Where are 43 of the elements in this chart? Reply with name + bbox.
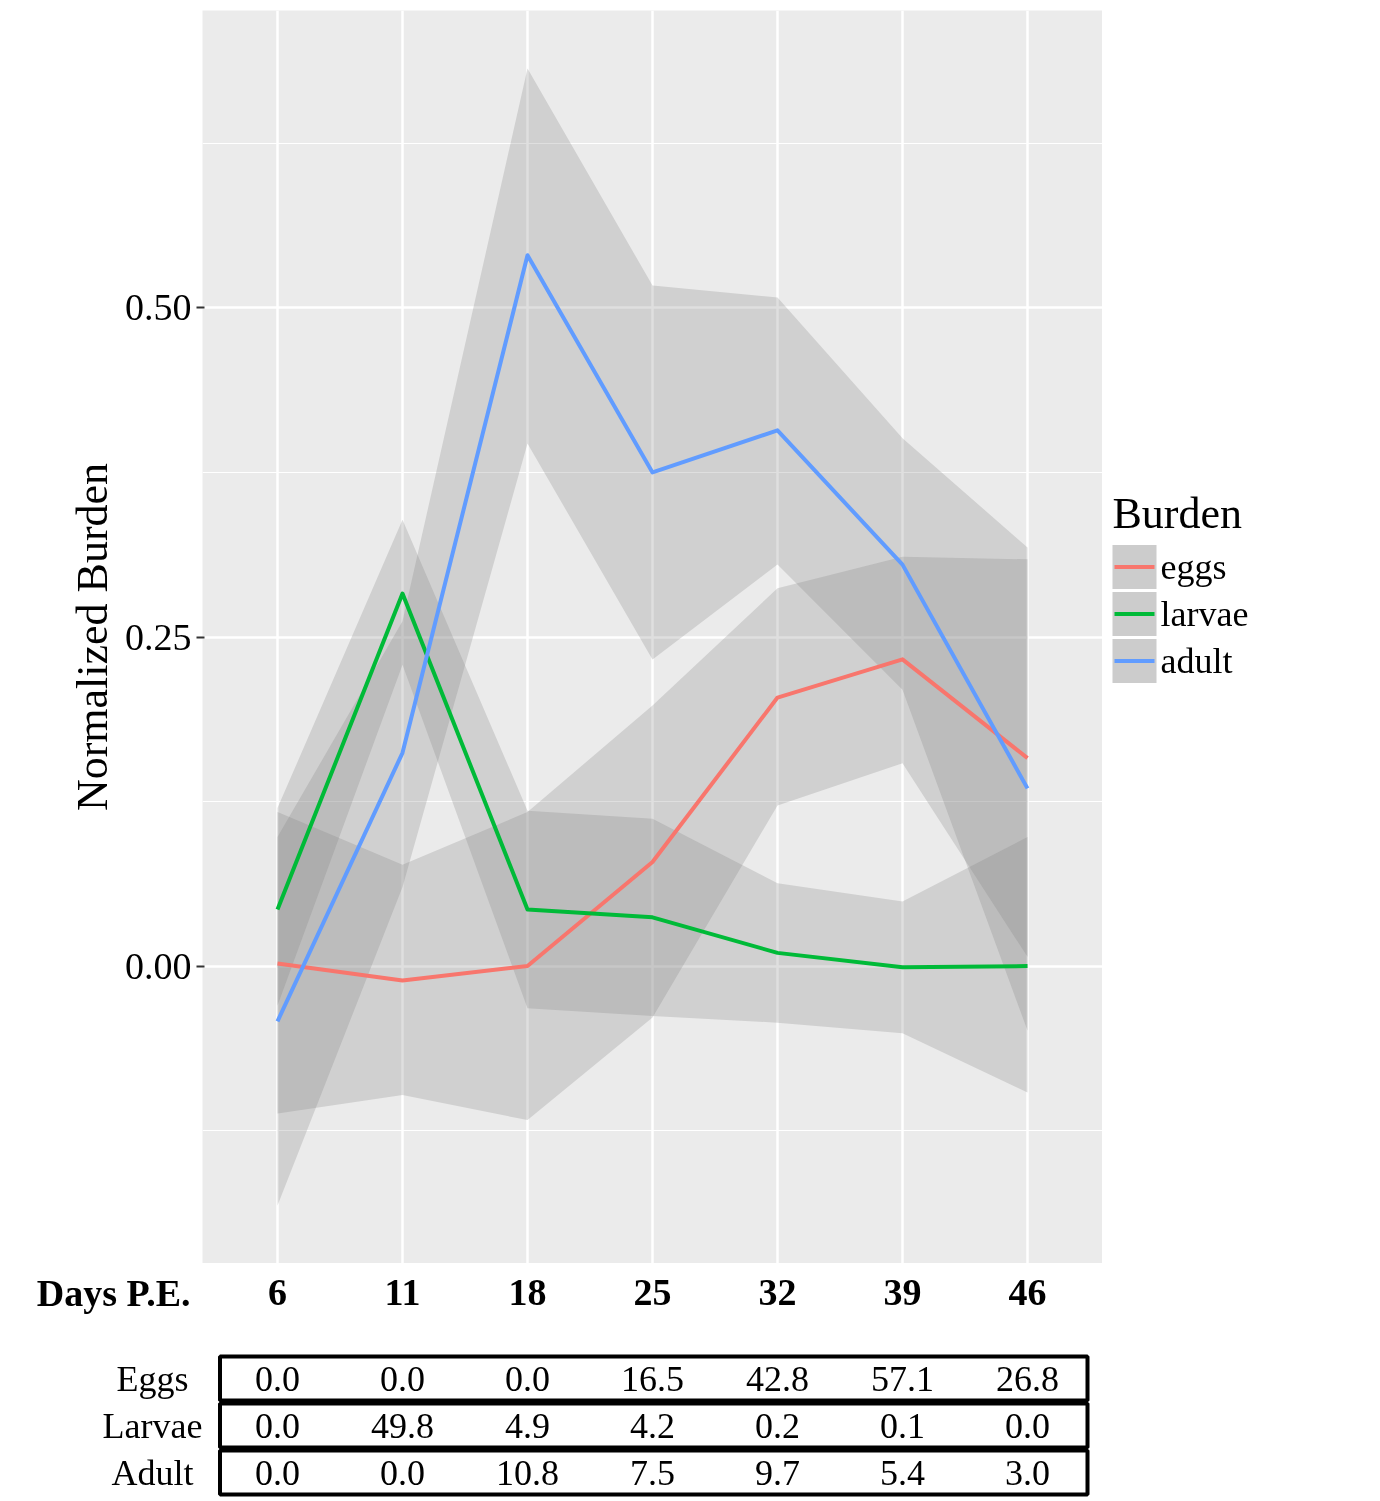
data-label: 49.8 bbox=[371, 1405, 434, 1446]
x-tick-label: 25 bbox=[633, 1271, 672, 1313]
x-tick-label: 39 bbox=[883, 1271, 922, 1313]
x-axis-title: Days P.E. bbox=[36, 1271, 191, 1314]
legend-label: adult bbox=[1160, 641, 1233, 681]
y-axis-title: Normalized Burden bbox=[68, 462, 117, 812]
data-label: 9.7 bbox=[755, 1452, 800, 1493]
data-label: 5.4 bbox=[880, 1452, 925, 1493]
y-tick-label: Larvae bbox=[102, 1405, 203, 1446]
data-label: 0.2 bbox=[755, 1405, 800, 1446]
data-label: 4.9 bbox=[505, 1405, 550, 1446]
data-label: 4.2 bbox=[630, 1405, 675, 1446]
y-tick-label: 0.00 bbox=[125, 944, 192, 987]
data-label: 16.5 bbox=[621, 1358, 684, 1399]
line-series bbox=[275, 591, 1030, 970]
x-tick-label: 46 bbox=[1008, 1271, 1047, 1313]
data-label: 26.8 bbox=[996, 1358, 1059, 1399]
legend-title: Burden bbox=[1112, 488, 1243, 538]
x-tick-label: 32 bbox=[758, 1271, 797, 1313]
y-tick-label: Adult bbox=[111, 1452, 194, 1493]
legend-label: eggs bbox=[1160, 547, 1227, 587]
y-tick-label: Eggs bbox=[116, 1358, 189, 1399]
data-label: 0.0 bbox=[255, 1452, 300, 1493]
y-tick-label: 0.50 bbox=[125, 286, 192, 329]
data-label: 57.1 bbox=[871, 1358, 934, 1399]
data-label: 3.0 bbox=[1005, 1452, 1050, 1493]
data-label: 0.0 bbox=[1005, 1405, 1050, 1446]
data-label: 0.0 bbox=[255, 1358, 300, 1399]
data-label: 0.1 bbox=[880, 1405, 925, 1446]
data-label: 42.8 bbox=[746, 1358, 809, 1399]
legend-label: larvae bbox=[1160, 594, 1249, 634]
x-tick-label: 6 bbox=[268, 1271, 287, 1313]
data-label: 10.8 bbox=[496, 1452, 559, 1493]
data-label: 0.0 bbox=[255, 1405, 300, 1446]
data-label: 0.0 bbox=[380, 1358, 425, 1399]
data-label: 0.0 bbox=[380, 1452, 425, 1493]
line-series bbox=[275, 253, 1030, 1024]
data-label: 0.0 bbox=[505, 1358, 550, 1399]
x-tick-label: 11 bbox=[384, 1271, 421, 1313]
y-tick-label: 0.25 bbox=[125, 615, 192, 658]
data-label: 7.5 bbox=[630, 1452, 675, 1493]
line-series bbox=[275, 657, 1030, 983]
x-tick-label: 18 bbox=[508, 1271, 547, 1313]
